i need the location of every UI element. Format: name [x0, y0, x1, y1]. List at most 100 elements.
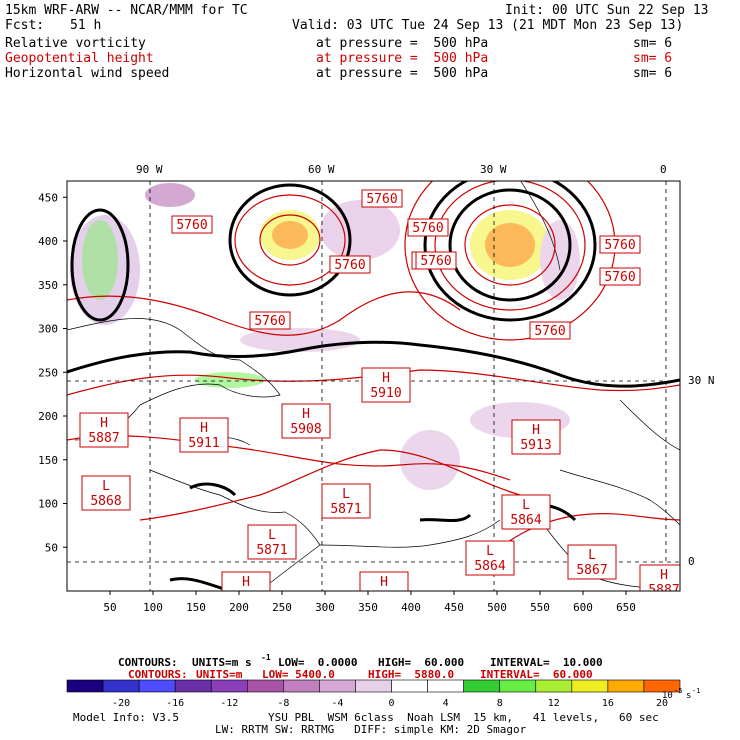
x-tick-label: 200: [229, 601, 249, 614]
y-tick-label: 200: [38, 410, 58, 423]
x-tick-label: 500: [487, 601, 507, 614]
pressure-center-type: H: [380, 575, 388, 590]
field-level-wind: at pressure = 500 hPa: [316, 66, 489, 81]
y-tick-label: 300: [38, 323, 58, 336]
contour-value-text: 5760: [604, 238, 635, 253]
colorbar-tick-label: -8: [277, 698, 289, 709]
x-tick-label: 650: [616, 601, 636, 614]
pressure-center-value: 5911: [188, 436, 219, 451]
lat-label-0: 0: [688, 555, 695, 568]
y-tick-label: 150: [38, 454, 58, 467]
colorbar-swatch: [174, 679, 212, 693]
colorbar-tick-label: 12: [548, 698, 560, 709]
colorbar-tick-label: -20: [112, 698, 130, 709]
colorbar: -20 -16 -12 -8 -4 0 4 8 12 16 20: [66, 679, 681, 709]
x-tick-label: 400: [401, 601, 421, 614]
contour-value-label: 5760: [599, 235, 641, 254]
contour-value-text: 5760: [254, 314, 285, 329]
contour-value-text: 5760: [420, 254, 451, 269]
pressure-centers: H5887H5911H5908H5910H5913L5871L5871L5864…: [79, 367, 680, 598]
y-tick-label: 400: [38, 235, 58, 248]
x-tick-label: 600: [573, 601, 593, 614]
contours-red-units: UNITS=m: [196, 668, 243, 681]
field-level-vorticity: at pressure = 500 hPa: [316, 36, 489, 51]
axis-ticks: 50 100 150 200 250 300 350 400 450 500 550 600 650 50…: [38, 191, 636, 614]
pressure-center-value: 5864: [510, 513, 541, 528]
colorbar-tick-label: 0: [389, 698, 395, 709]
colorbar-swatch: [643, 679, 681, 693]
colorbar-tick-label: -4: [331, 698, 343, 709]
pressure-center-value: 5871: [330, 502, 361, 517]
contour-value-label: 5760: [171, 215, 213, 234]
colorbar-tick-label: 16: [602, 698, 614, 709]
pressure-center-type: L: [102, 479, 110, 494]
contour-value-label: 5760: [529, 321, 571, 340]
pressure-center-value: 5887: [648, 583, 679, 598]
pressure-center-value: 5868: [90, 494, 121, 509]
colorbar-swatch: [355, 679, 392, 693]
pressure-center-value: 5867: [576, 563, 607, 578]
pressure-center-type: H: [532, 423, 540, 438]
model-title: 15km WRF-ARW -- NCAR/MMM for TC: [5, 3, 248, 18]
contours-black-units: UNITS=m s: [192, 656, 252, 669]
contour-value-text: 5760: [366, 192, 397, 207]
contour-value-label: 5760: [599, 267, 641, 286]
y-tick-label: 50: [45, 541, 58, 554]
x-tick-label: 350: [358, 601, 378, 614]
contours-black-high: HIGH= 60.000: [378, 656, 465, 669]
contour-value-text: 5760: [534, 324, 565, 339]
colorbar-swatch: [319, 679, 356, 693]
x-tick-label: 150: [186, 601, 206, 614]
field-smooth-height: sm= 6: [633, 51, 673, 66]
lon-label-60w: 60 W: [308, 163, 335, 176]
colorbar-swatch: [463, 679, 501, 693]
contour-value-labels: 5760576057605760576057605760576057605760: [171, 189, 641, 340]
x-tick-label: 100: [143, 601, 163, 614]
pressure-center-type: L: [522, 498, 530, 513]
colorbar-swatch: [499, 679, 537, 693]
contour-value-label: 5760: [249, 311, 291, 330]
y-tick-label: 250: [38, 366, 58, 379]
contours-black-label: CONTOURS:: [118, 656, 178, 669]
x-tick-label: 250: [272, 601, 292, 614]
physics-line-1: YSU PBL WSM 6class Noah LSM 15 km, 41 le…: [268, 711, 659, 724]
model-info: Model Info: V3.5: [73, 711, 179, 724]
field-name-vorticity: Relative vorticity: [5, 36, 146, 51]
contours-red-interval: INTERVAL= 60.000: [480, 668, 593, 681]
pressure-center-type: H: [200, 421, 208, 436]
pressure-center-label: H: [221, 571, 271, 591]
x-tick-label: 450: [444, 601, 464, 614]
contour-value-label: 5760: [407, 218, 449, 237]
pressure-center-type: L: [268, 528, 276, 543]
field-level-height: at pressure = 500 hPa: [316, 51, 489, 66]
lon-label-0: 0: [660, 163, 667, 176]
contour-value-label: 5760: [415, 251, 457, 270]
lon-label-90w: 90 W: [136, 163, 163, 176]
contours-red-high: HIGH= 5880.0: [368, 668, 455, 681]
colorbar-swatch: [571, 679, 609, 693]
contour-value-label: 5760: [329, 255, 371, 274]
colorbar-swatch: [102, 679, 140, 693]
colorbar-swatch: [535, 679, 573, 693]
pressure-center-type: H: [660, 568, 668, 583]
contour-value-text: 5760: [412, 221, 443, 236]
pressure-center-type: H: [302, 407, 310, 422]
field-name-height: Geopotential height: [5, 51, 154, 66]
colorbar-unit-tail: s: [686, 691, 692, 701]
colorbar-tick-label: -16: [166, 698, 184, 709]
y-tick-label: 350: [38, 279, 58, 292]
pressure-center-value: 5871: [256, 543, 287, 558]
y-tick-label: 450: [38, 191, 58, 204]
